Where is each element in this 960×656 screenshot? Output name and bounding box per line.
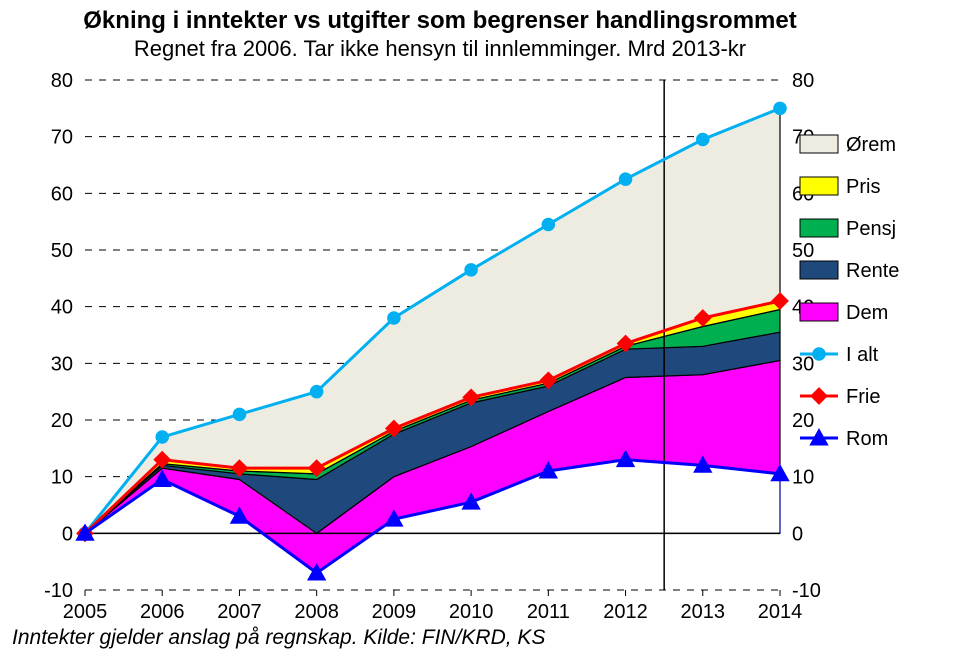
y-tick-left: 20 bbox=[51, 410, 73, 432]
legend-item-frie: Frie bbox=[800, 386, 880, 408]
y-tick-right: 30 bbox=[792, 353, 814, 375]
chart-subtitle: Regnet fra 2006. Tar ikke hensyn til inn… bbox=[134, 36, 746, 61]
marker-i alt bbox=[465, 264, 477, 276]
y-tick-left: 70 bbox=[51, 127, 73, 149]
y-tick-left: 30 bbox=[51, 353, 73, 375]
y-tick-left: 50 bbox=[51, 240, 73, 262]
legend-label: Frie bbox=[846, 386, 880, 408]
legend-label: Rente bbox=[846, 260, 899, 282]
y-tick-right: 50 bbox=[792, 240, 814, 262]
x-tick-label: 2007 bbox=[217, 601, 262, 623]
legend-label: Rom bbox=[846, 428, 888, 450]
y-tick-left: 10 bbox=[51, 467, 73, 489]
y-tick-right: -10 bbox=[792, 580, 821, 602]
x-tick-label: 2008 bbox=[294, 601, 339, 623]
y-tick-left: 40 bbox=[51, 297, 73, 319]
legend-item-dem: Dem bbox=[800, 302, 888, 324]
x-tick-label: 2005 bbox=[63, 601, 108, 623]
legend-item-rente: Rente bbox=[800, 260, 899, 282]
marker-i alt bbox=[233, 408, 245, 420]
marker-i alt bbox=[311, 386, 323, 398]
y-tick-right: 10 bbox=[792, 467, 814, 489]
legend-label: Pensj bbox=[846, 218, 896, 240]
y-tick-left: -10 bbox=[44, 580, 73, 602]
y-tick-left: 60 bbox=[51, 183, 73, 205]
x-tick-label: 2012 bbox=[603, 601, 648, 623]
legend-label: I alt bbox=[846, 344, 879, 366]
y-tick-right: 0 bbox=[792, 523, 803, 545]
source-text: Inntekter gjelder anslag på regnskap. Ki… bbox=[12, 626, 545, 650]
x-tick-label: 2010 bbox=[449, 601, 494, 623]
x-tick-label: 2013 bbox=[681, 601, 726, 623]
chart-title: Økning i inntekter vs utgifter som begre… bbox=[83, 7, 796, 34]
marker-i alt bbox=[697, 134, 709, 146]
marker-i alt bbox=[620, 173, 632, 185]
marker-i alt bbox=[542, 219, 554, 231]
marker-i alt bbox=[774, 102, 786, 114]
marker-i alt bbox=[156, 431, 168, 443]
legend-item-pensj: Pensj bbox=[800, 218, 896, 240]
y-tick-left: 0 bbox=[62, 523, 73, 545]
x-tick-label: 2009 bbox=[372, 601, 417, 623]
legend-label: Pris bbox=[846, 176, 880, 198]
legend-label: Ørem bbox=[846, 134, 896, 156]
x-tick-label: 2006 bbox=[140, 601, 185, 623]
y-tick-left: 80 bbox=[51, 70, 73, 92]
chart-svg: Økning i inntekter vs utgifter som begre… bbox=[0, 0, 960, 656]
legend-label: Dem bbox=[846, 302, 888, 324]
x-tick-label: 2014 bbox=[758, 601, 803, 623]
legend-item-pris: Pris bbox=[800, 176, 880, 198]
x-tick-label: 2011 bbox=[527, 601, 570, 623]
y-tick-right: 20 bbox=[792, 410, 814, 432]
marker-i alt bbox=[388, 312, 400, 324]
y-tick-right: 80 bbox=[792, 70, 814, 92]
legend-item-ørem: Ørem bbox=[800, 134, 896, 156]
